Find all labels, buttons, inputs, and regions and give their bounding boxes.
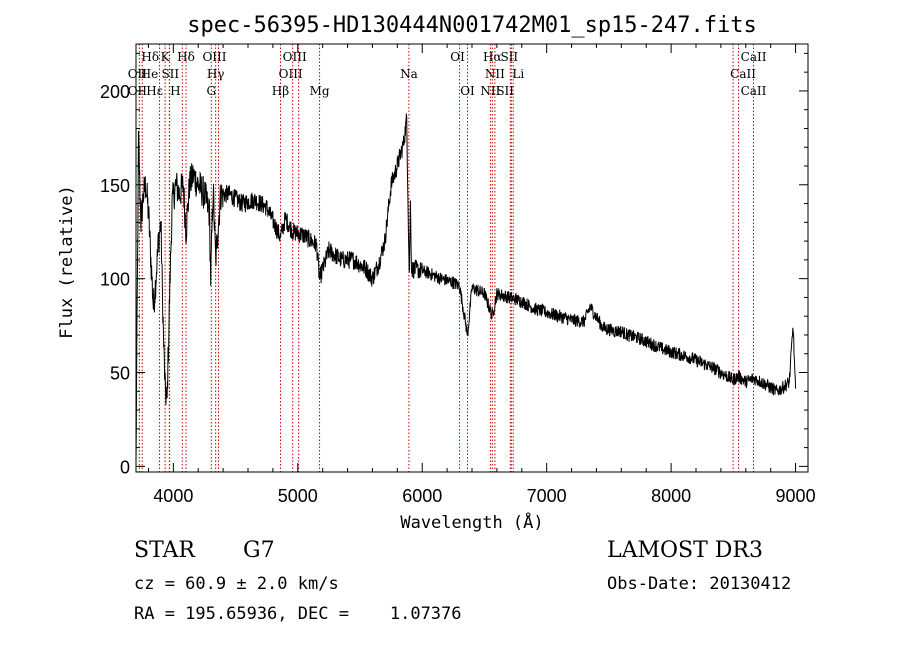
chart-title: spec-56395-HD130444N001742M01_sp15-247.f… <box>187 13 757 38</box>
spectral-line-label: He <box>141 67 159 81</box>
y-tick-label: 100 <box>100 270 130 290</box>
spectral-line-label: OI <box>450 50 465 64</box>
plot-frame <box>135 43 809 473</box>
obs-date: Obs-Date: 20130412 <box>607 574 792 594</box>
spectrum-chart: spec-56395-HD130444N001742M01_sp15-247.f… <box>57 13 816 533</box>
spectral-line-label: SII <box>161 67 179 81</box>
redshift-readout: cz = 60.9 ± 2.0 km/s <box>134 574 339 594</box>
y-axis-label: Flux (relative) <box>57 185 77 339</box>
y-tick-label: 50 <box>110 364 130 384</box>
spectral-line-label: NII <box>480 84 500 98</box>
y-tick-label: 0 <box>120 457 130 477</box>
spectral-line-label: Na <box>400 67 418 81</box>
x-tick-label: 4000 <box>153 486 193 506</box>
x-tick-label: 8000 <box>651 486 691 506</box>
spectral-line-label: OIII <box>279 67 303 81</box>
x-tick-label: 7000 <box>527 486 567 506</box>
x-axis-label: Wavelength (Å) <box>400 511 543 533</box>
y-axis: 0 50 100 150 200 <box>100 52 808 477</box>
spectral-line-label: Hβ <box>272 84 289 98</box>
coordinates-readout: RA = 195.65936, DEC = 1.07376 <box>134 604 462 624</box>
x-tick-label: 5000 <box>278 486 318 506</box>
x-tick-label: 9000 <box>776 486 816 506</box>
spectral-line-label: OI <box>460 84 475 98</box>
spectral-line-label: NII <box>485 67 505 81</box>
object-type: STAR <box>134 538 195 563</box>
survey-name: LAMOST DR3 <box>607 538 763 563</box>
spectral-line-label: OII <box>128 67 148 81</box>
spectral-line-label: Hδ <box>141 50 159 64</box>
spectral-line-label: Hγ <box>207 67 225 81</box>
spectral-line-label: Hδ <box>177 50 195 64</box>
spectrum-line <box>135 113 797 462</box>
spectral-line-label: OIII <box>202 50 226 64</box>
spectral-line-label: Li <box>512 67 524 81</box>
x-axis: 4000 5000 6000 7000 8000 9000 <box>147 44 816 506</box>
spectral-line-label: CaII <box>741 84 767 98</box>
y-tick-label: 200 <box>100 82 130 102</box>
spectral-line-label: Mg <box>310 84 330 98</box>
spectral-line-label: Hε <box>146 84 163 98</box>
spectral-line-label: G <box>206 84 216 98</box>
y-tick-label: 150 <box>100 176 130 196</box>
spectral-line-label: Hα <box>483 50 502 64</box>
subclass: G7 <box>243 538 275 563</box>
spectral-line-label: OIII <box>283 50 307 64</box>
spectral-line-label: SII <box>496 84 514 98</box>
spectral-line-label: K <box>161 50 171 64</box>
x-tick-label: 6000 <box>402 486 442 506</box>
spectral-line-markers <box>138 44 754 472</box>
spectral-line-label: CaII <box>741 50 767 64</box>
spectral-line-label: H <box>170 84 180 98</box>
spectral-line-label: CaII <box>730 67 756 81</box>
spectral-line-label: SII <box>500 50 518 64</box>
